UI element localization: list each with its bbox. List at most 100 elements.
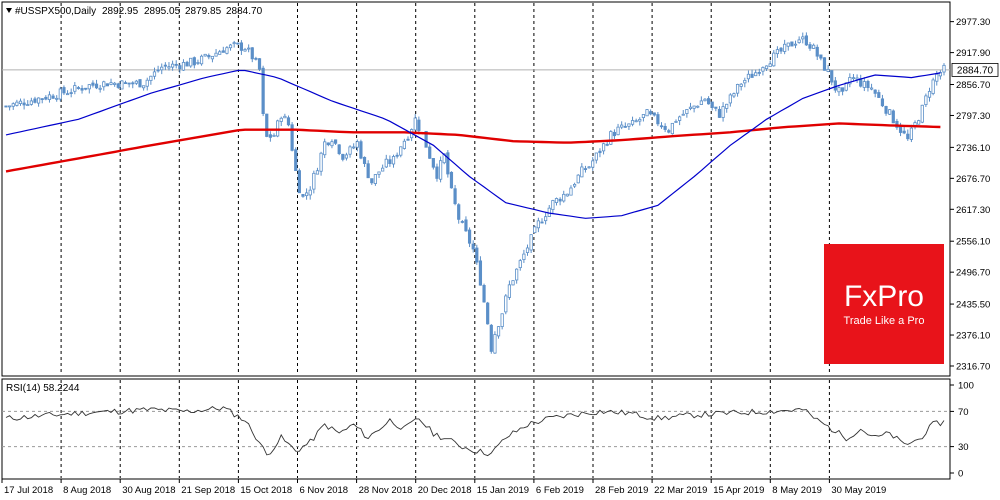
candle-body xyxy=(26,104,30,106)
vertical-grid xyxy=(60,3,830,375)
candle-body xyxy=(189,57,193,67)
candle-body xyxy=(11,103,15,107)
time-tick-label: 22 Mar 2019 xyxy=(654,485,707,496)
candle-body xyxy=(391,156,396,165)
price-tick-label: 2917.90 xyxy=(956,48,990,59)
candle-body xyxy=(243,49,247,52)
time-tick-label: 30 May 2019 xyxy=(831,485,886,496)
candle-body xyxy=(44,96,48,100)
candle-body xyxy=(406,138,410,141)
candle-body xyxy=(902,130,906,134)
candle-body xyxy=(304,192,309,197)
candle-body xyxy=(797,39,801,43)
candle-body xyxy=(935,73,939,82)
candle-body xyxy=(938,72,942,77)
price-tick-label: 2435.50 xyxy=(956,300,990,311)
candle-body xyxy=(236,42,240,45)
candle-body xyxy=(612,131,617,137)
candle-body xyxy=(370,178,374,184)
price-axis: 2977.30 2917.90 2856.70 2797.30 2736.10 2676.… xyxy=(950,17,990,373)
candle-body xyxy=(837,87,841,93)
candle-body xyxy=(123,82,128,85)
candle-body xyxy=(822,57,827,71)
candle-body xyxy=(801,36,805,40)
rsi-label: RSI(14) 58.2244 xyxy=(6,383,80,394)
price-tick-label: 2856.70 xyxy=(956,80,990,91)
candle-body xyxy=(746,73,751,80)
price-tick-label: 2977.30 xyxy=(956,17,990,28)
candle-body xyxy=(833,80,837,91)
candle-body xyxy=(525,247,530,253)
candle-body xyxy=(326,142,330,146)
candle-body xyxy=(754,72,758,77)
candle-body xyxy=(257,58,262,70)
candle-body xyxy=(779,47,783,52)
candle-body xyxy=(301,194,305,197)
candle-body xyxy=(417,119,421,131)
candle-body xyxy=(185,61,189,67)
candle-body xyxy=(36,97,41,104)
candle-body xyxy=(170,63,175,68)
candle-body xyxy=(688,106,693,109)
time-tick-label: 28 Nov 2018 xyxy=(359,485,413,496)
candle-body xyxy=(73,85,77,92)
candle-body xyxy=(152,71,157,77)
candle-body xyxy=(623,125,627,128)
candle-body xyxy=(457,204,461,220)
candle-body xyxy=(442,153,446,164)
candle-body xyxy=(265,113,269,137)
candle-body xyxy=(909,127,914,140)
candle-body xyxy=(431,158,435,168)
candle-body xyxy=(232,42,236,45)
candle-body xyxy=(649,111,653,115)
candle-body xyxy=(344,154,349,159)
candle-body xyxy=(620,124,624,128)
chart-header: #USSPX500,Daily 2892.95 2895.05 2879.85 … xyxy=(6,6,263,17)
moving-average-blue xyxy=(5,69,941,219)
candle-body xyxy=(826,68,830,72)
rsi-level-lines xyxy=(2,410,950,448)
candle-body xyxy=(830,70,834,83)
candle-body xyxy=(699,100,703,105)
open-value: 2892.95 xyxy=(102,6,139,17)
candle-body xyxy=(247,47,251,50)
candle-body xyxy=(4,105,8,108)
candle-body xyxy=(109,82,113,85)
candle-body xyxy=(471,243,475,250)
price-tick-label: 2797.30 xyxy=(956,111,990,122)
low-value: 2879.85 xyxy=(185,6,222,17)
candle-body xyxy=(572,183,577,187)
candle-body xyxy=(352,146,356,149)
candle-body xyxy=(551,200,555,210)
candle-body xyxy=(395,154,399,157)
candle-body xyxy=(819,54,823,59)
candle-body xyxy=(580,166,584,178)
candle-body xyxy=(250,47,254,60)
candle-body xyxy=(315,170,320,175)
candle-body xyxy=(145,79,149,87)
candle-body xyxy=(942,64,946,73)
candle-body xyxy=(891,110,895,124)
candle-body xyxy=(732,93,736,97)
candle-body xyxy=(659,125,664,128)
candle-body xyxy=(178,65,182,70)
current-price-label-box: 2884.70 xyxy=(951,63,999,77)
candle-body xyxy=(569,187,573,196)
candle-body xyxy=(772,52,776,67)
candle-body xyxy=(714,106,718,109)
candle-body xyxy=(840,87,845,92)
candle-body xyxy=(486,302,490,325)
candle-body xyxy=(717,108,722,118)
candle-body xyxy=(812,44,816,49)
candle-body xyxy=(113,82,117,85)
price-tick-label: 2556.10 xyxy=(956,237,990,248)
candle-body xyxy=(500,313,504,327)
candle-body xyxy=(388,159,392,165)
price-tick-label: 2676.70 xyxy=(956,174,990,185)
candle-body xyxy=(261,67,265,115)
time-tick-label: 6 Nov 2018 xyxy=(300,485,349,496)
price-tick-label: 2316.70 xyxy=(956,362,990,373)
candle-body xyxy=(652,112,656,116)
candle-body xyxy=(120,80,124,90)
